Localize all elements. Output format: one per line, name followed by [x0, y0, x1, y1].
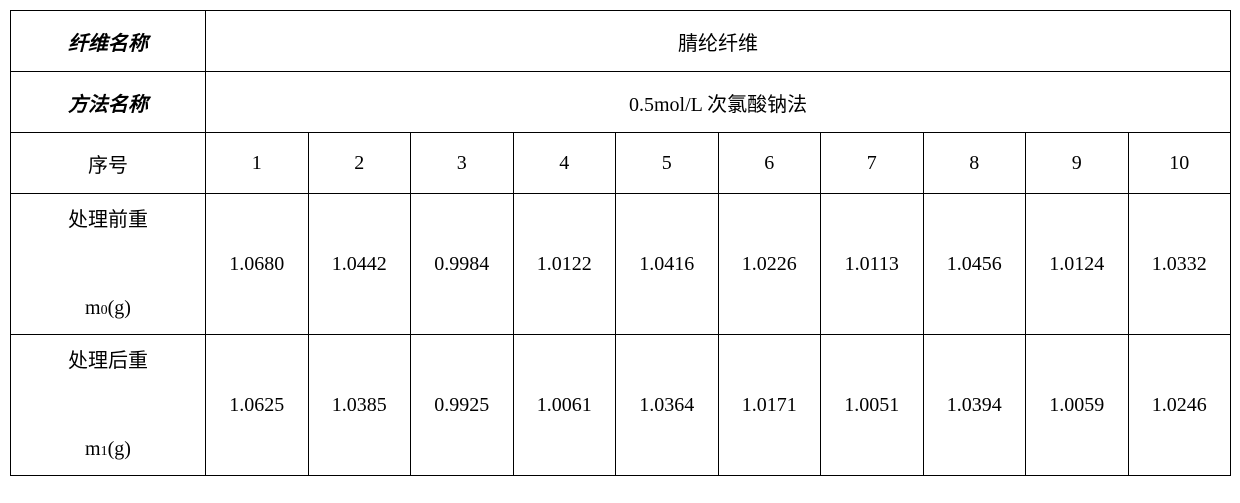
after-label-line1: 处理后重: [68, 350, 148, 372]
before-value: 1.0442: [308, 194, 411, 335]
sequence-row: 序号 1 2 3 4 5 6 7 8 9 10: [11, 133, 1231, 194]
method-name-label: 方法名称: [11, 72, 206, 133]
seq-cell: 10: [1128, 133, 1231, 194]
before-value: 1.0124: [1026, 194, 1129, 335]
after-value: 1.0051: [821, 335, 924, 476]
after-label-suffix: (g): [108, 438, 131, 460]
before-value: 1.0456: [923, 194, 1026, 335]
before-label-line1: 处理前重: [68, 209, 148, 231]
after-value: 1.0625: [206, 335, 309, 476]
after-value: 1.0394: [923, 335, 1026, 476]
seq-cell: 5: [616, 133, 719, 194]
after-value: 1.0061: [513, 335, 616, 476]
seq-cell: 9: [1026, 133, 1129, 194]
before-weight-label: 处理前重 m0(g): [11, 194, 206, 335]
after-value: 1.0246: [1128, 335, 1231, 476]
after-weight-label: 处理后重 m1(g): [11, 335, 206, 476]
fiber-name-row: 纤维名称 腈纶纤维: [11, 11, 1231, 72]
seq-cell: 7: [821, 133, 924, 194]
before-value: 1.0113: [821, 194, 924, 335]
seq-cell: 2: [308, 133, 411, 194]
before-value: 1.0332: [1128, 194, 1231, 335]
before-label-prefix: m: [85, 297, 101, 319]
after-value: 1.0059: [1026, 335, 1129, 476]
seq-cell: 6: [718, 133, 821, 194]
after-weight-row: 处理后重 m1(g) 1.0625 1.0385 0.9925 1.0061 1…: [11, 335, 1231, 476]
before-value: 1.0416: [616, 194, 719, 335]
after-value: 1.0171: [718, 335, 821, 476]
after-value: 0.9925: [411, 335, 514, 476]
method-name-row: 方法名称 0.5mol/L 次氯酸钠法: [11, 72, 1231, 133]
before-label-suffix: (g): [108, 297, 131, 319]
before-label-sub: 0: [101, 303, 108, 318]
before-value: 1.0680: [206, 194, 309, 335]
fiber-name-value: 腈纶纤维: [206, 11, 1231, 72]
after-value: 1.0385: [308, 335, 411, 476]
before-value: 1.0122: [513, 194, 616, 335]
method-name-value: 0.5mol/L 次氯酸钠法: [206, 72, 1231, 133]
seq-cell: 8: [923, 133, 1026, 194]
fiber-data-table: 纤维名称 腈纶纤维 方法名称 0.5mol/L 次氯酸钠法 序号 1 2 3 4…: [10, 10, 1231, 476]
seq-cell: 1: [206, 133, 309, 194]
fiber-name-label: 纤维名称: [11, 11, 206, 72]
seq-cell: 3: [411, 133, 514, 194]
before-value: 0.9984: [411, 194, 514, 335]
seq-label: 序号: [11, 133, 206, 194]
after-label-sub: 1: [101, 444, 108, 459]
after-label-prefix: m: [85, 438, 101, 460]
after-value: 1.0364: [616, 335, 719, 476]
before-weight-row: 处理前重 m0(g) 1.0680 1.0442 0.9984 1.0122 1…: [11, 194, 1231, 335]
seq-cell: 4: [513, 133, 616, 194]
before-value: 1.0226: [718, 194, 821, 335]
